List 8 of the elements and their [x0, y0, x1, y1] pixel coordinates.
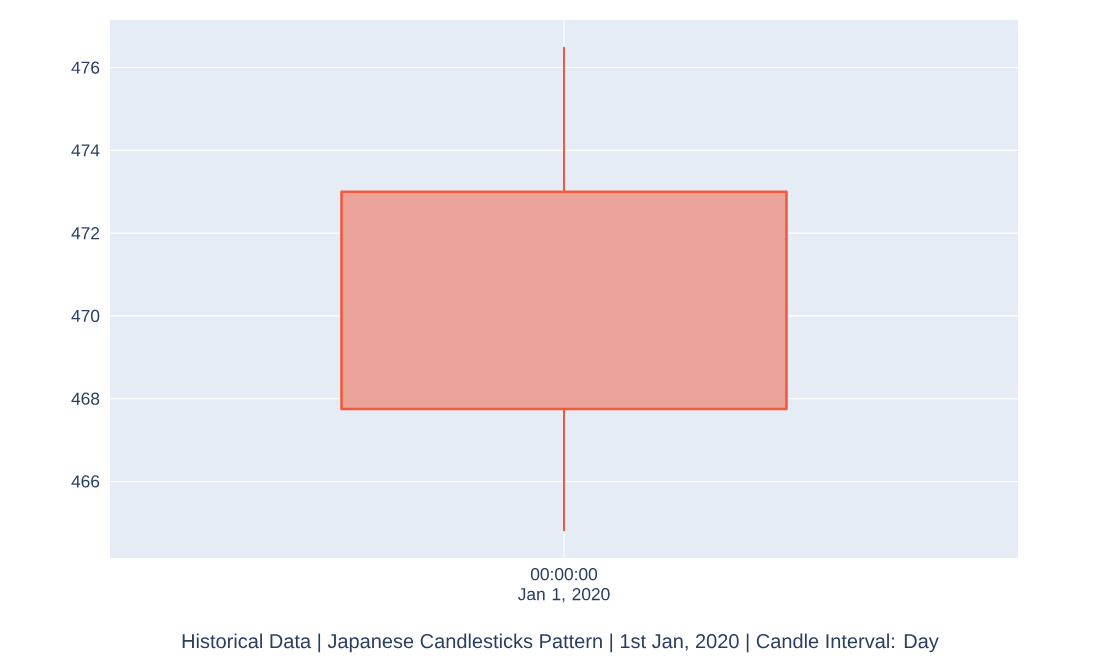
y-tick-label: 468: [71, 392, 100, 405]
y-tick-label: 466: [71, 475, 100, 488]
x-tick-label: 00:00:00 Jan 1, 2020: [518, 568, 610, 603]
y-tick-label: 472: [71, 227, 100, 240]
y-tick-label: 470: [71, 309, 100, 323]
text: Historical Data | Japanese Candlesticks Pattern | 1st Jan, 2020 | Candle Interval: Day: [182, 633, 939, 653]
y-tick-label: 474: [71, 144, 100, 157]
y-tick-label: 476: [71, 61, 100, 74]
